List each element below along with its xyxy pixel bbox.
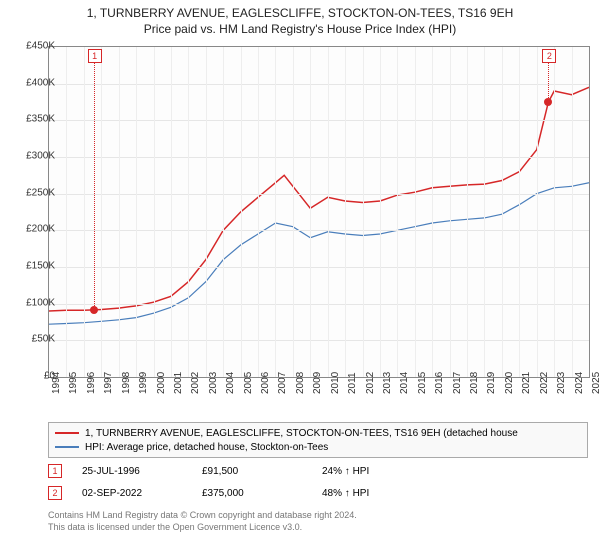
transaction-price: £91,500	[202, 466, 322, 477]
x-axis-label: 2025	[591, 372, 600, 394]
x-axis-label: 2007	[277, 372, 288, 394]
x-axis-label: 2000	[156, 372, 167, 394]
x-axis-label: 1995	[68, 372, 79, 394]
marker-box: 2	[542, 49, 556, 63]
x-axis-label: 2022	[539, 372, 550, 394]
legend-box: 1, TURNBERRY AVENUE, EAGLESCLIFFE, STOCK…	[48, 422, 588, 458]
legend-label-property: 1, TURNBERRY AVENUE, EAGLESCLIFFE, STOCK…	[85, 428, 518, 439]
x-axis-label: 2015	[417, 372, 428, 394]
y-axis-label: £400K	[26, 77, 55, 88]
x-axis-label: 1997	[103, 372, 114, 394]
footnote-line1: Contains HM Land Registry data © Crown c…	[48, 510, 357, 522]
x-axis-label: 2008	[295, 372, 306, 394]
x-axis-label: 2017	[452, 372, 463, 394]
transaction-delta: 48% ↑ HPI	[322, 488, 442, 499]
marker-dot	[544, 98, 552, 106]
x-axis-label: 1994	[51, 372, 62, 394]
legend-swatch-blue	[55, 446, 79, 448]
legend-row-property: 1, TURNBERRY AVENUE, EAGLESCLIFFE, STOCK…	[55, 426, 581, 440]
y-axis-label: £250K	[26, 187, 55, 198]
x-axis-label: 2021	[521, 372, 532, 394]
transaction-delta: 24% ↑ HPI	[322, 466, 442, 477]
transaction-row: 1 25-JUL-1996 £91,500 24% ↑ HPI	[48, 460, 588, 482]
legend-row-hpi: HPI: Average price, detached house, Stoc…	[55, 440, 581, 454]
chart-plot-area: 12	[48, 46, 590, 378]
y-axis-label: £50K	[32, 334, 55, 345]
y-axis-label: £100K	[26, 297, 55, 308]
title-block: 1, TURNBERRY AVENUE, EAGLESCLIFFE, STOCK…	[0, 0, 600, 37]
x-axis-label: 2012	[365, 372, 376, 394]
transaction-price: £375,000	[202, 488, 322, 499]
transaction-row: 2 02-SEP-2022 £375,000 48% ↑ HPI	[48, 482, 588, 504]
x-axis-label: 1999	[138, 372, 149, 394]
x-axis-label: 2020	[504, 372, 515, 394]
x-axis-label: 2003	[208, 372, 219, 394]
transaction-date: 02-SEP-2022	[82, 488, 202, 499]
x-axis-label: 2024	[574, 372, 585, 394]
marker-badge: 2	[48, 486, 62, 500]
x-axis-label: 2002	[190, 372, 201, 394]
x-axis-label: 2019	[486, 372, 497, 394]
x-axis-label: 2006	[260, 372, 271, 394]
x-axis-label: 2013	[382, 372, 393, 394]
x-axis-label: 2011	[347, 372, 358, 394]
marker-badge: 1	[48, 464, 62, 478]
x-axis-label: 2001	[173, 372, 184, 394]
x-axis-label: 2009	[312, 372, 323, 394]
x-axis-label: 2004	[225, 372, 236, 394]
title-address: 1, TURNBERRY AVENUE, EAGLESCLIFFE, STOCK…	[0, 6, 600, 22]
x-axis-label: 2010	[330, 372, 341, 394]
transaction-date: 25-JUL-1996	[82, 466, 202, 477]
marker-box: 1	[88, 49, 102, 63]
footnote-line2: This data is licensed under the Open Gov…	[48, 522, 357, 534]
footnote: Contains HM Land Registry data © Crown c…	[48, 510, 357, 533]
x-axis-label: 2014	[399, 372, 410, 394]
x-axis-label: 2005	[243, 372, 254, 394]
y-axis-label: £150K	[26, 261, 55, 272]
marker-dot	[90, 306, 98, 314]
x-axis-label: 2023	[556, 372, 567, 394]
legend-swatch-red	[55, 432, 79, 434]
transaction-rows: 1 25-JUL-1996 £91,500 24% ↑ HPI 2 02-SEP…	[48, 460, 588, 504]
x-axis-label: 2016	[434, 372, 445, 394]
legend-label-hpi: HPI: Average price, detached house, Stoc…	[85, 442, 328, 453]
y-axis-label: £300K	[26, 151, 55, 162]
x-axis-label: 2018	[469, 372, 480, 394]
y-axis-label: £450K	[26, 41, 55, 52]
y-axis-label: £350K	[26, 114, 55, 125]
title-subtitle: Price paid vs. HM Land Registry's House …	[0, 22, 600, 38]
x-axis-label: 1998	[121, 372, 132, 394]
y-axis-label: £200K	[26, 224, 55, 235]
chart-lines-svg	[49, 47, 589, 377]
x-axis-label: 1996	[86, 372, 97, 394]
chart-container: 1, TURNBERRY AVENUE, EAGLESCLIFFE, STOCK…	[0, 0, 600, 560]
